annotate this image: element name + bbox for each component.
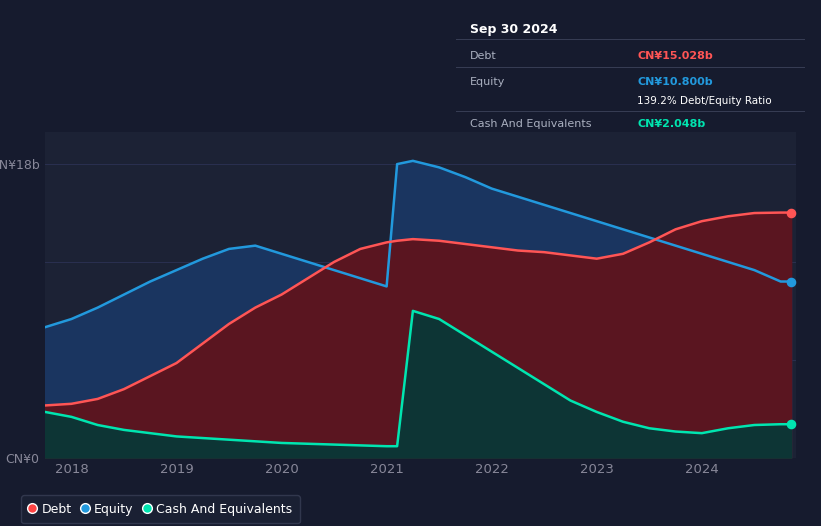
Text: 139.2% Debt/Equity Ratio: 139.2% Debt/Equity Ratio xyxy=(637,96,772,106)
Text: CN¥15.028b: CN¥15.028b xyxy=(637,51,713,61)
Text: Cash And Equivalents: Cash And Equivalents xyxy=(470,119,591,129)
Legend: Debt, Equity, Cash And Equivalents: Debt, Equity, Cash And Equivalents xyxy=(21,495,300,523)
Text: CN¥10.800b: CN¥10.800b xyxy=(637,77,713,87)
Point xyxy=(785,208,798,217)
Text: Equity: Equity xyxy=(470,77,505,87)
Text: Sep 30 2024: Sep 30 2024 xyxy=(470,23,557,36)
Text: Debt: Debt xyxy=(470,51,497,61)
Point xyxy=(785,420,798,429)
Text: CN¥2.048b: CN¥2.048b xyxy=(637,119,705,129)
Point xyxy=(785,277,798,286)
